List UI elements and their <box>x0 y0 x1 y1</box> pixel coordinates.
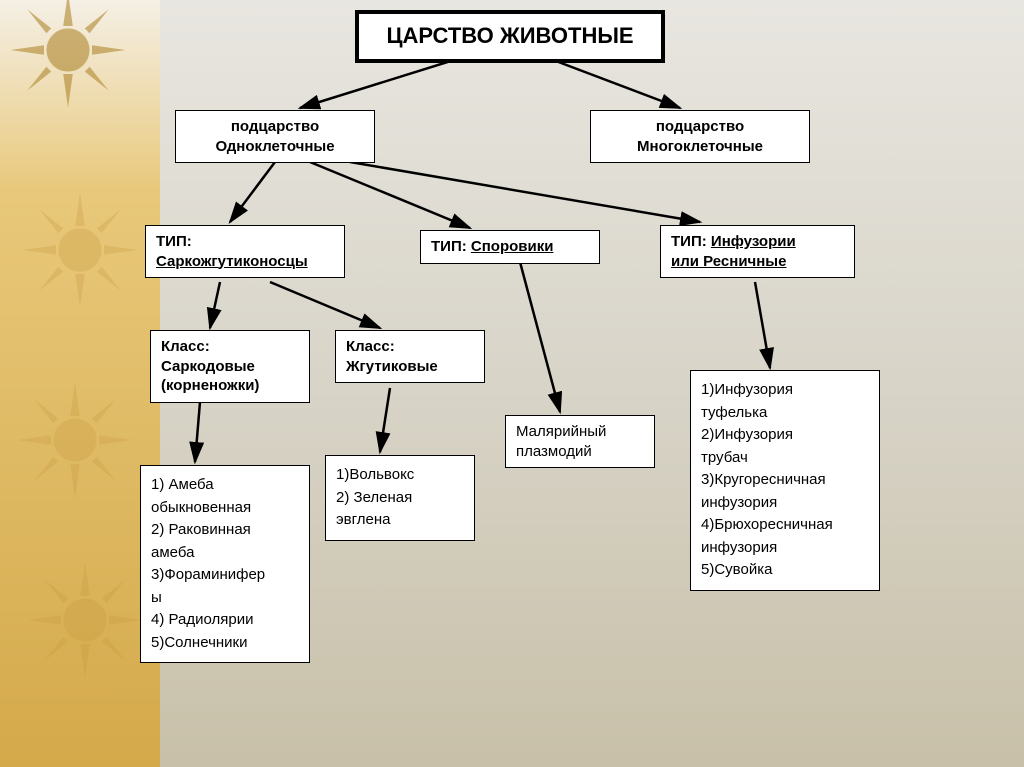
item: 2) Раковинная <box>151 521 251 538</box>
label: Саркодовые <box>161 358 255 375</box>
item: обыкновенная <box>151 499 251 516</box>
type-prefix: ТИП: <box>431 238 467 255</box>
item: ы <box>151 589 162 606</box>
item: инфузория <box>701 494 777 511</box>
item: инфузория <box>701 539 777 556</box>
title-text: ЦАРСТВО ЖИВОТНЫЕ <box>386 23 633 48</box>
type-name: Саркожгутиконосцы <box>156 253 308 270</box>
item: 2)Инфузория <box>701 426 793 443</box>
sun-decoration <box>25 560 145 680</box>
sun-decoration <box>8 0 128 110</box>
list-sarcodovye: 1) Амеба обыкновенная 2) Раковинная амеб… <box>140 465 310 663</box>
label: Многоклеточные <box>637 138 763 155</box>
item: амеба <box>151 544 194 561</box>
type-infuzorii: ТИП: Инфузории или Ресничные <box>660 225 855 278</box>
title-kingdom: ЦАРСТВО ЖИВОТНЫЕ <box>355 10 665 63</box>
subkingdom-unicellular: подцарство Одноклеточные <box>175 110 375 163</box>
subkingdom-multicellular: подцарство Многоклеточные <box>590 110 810 163</box>
item: 4)Брюхоресничная <box>701 516 833 533</box>
type-sarkozhgutikonostsy: ТИП: Саркожгутиконосцы <box>145 225 345 278</box>
item: 3)Фораминифер <box>151 566 265 583</box>
item: 1)Вольвокс <box>336 466 414 483</box>
type-sporoviki: ТИП: Споровики <box>420 230 600 264</box>
class-zhgutikovye: Класс: Жгутиковые <box>335 330 485 383</box>
label: подцарство <box>231 118 319 135</box>
item: 3)Кругоресничная <box>701 471 826 488</box>
item: 4) Радиолярии <box>151 611 253 628</box>
label: Жгутиковые <box>346 358 438 375</box>
item: 1) Амеба <box>151 476 214 493</box>
item: трубач <box>701 449 748 466</box>
example-malaria: Малярийный плазмодий <box>505 415 655 468</box>
type-name: Инфузории <box>711 233 796 250</box>
list-zhgutikovye: 1)Вольвокс 2) Зеленая эвглена <box>325 455 475 541</box>
item: 5)Солнечники <box>151 634 247 651</box>
label: подцарство <box>656 118 744 135</box>
list-infuzorii: 1)Инфузория туфелька 2)Инфузория трубач … <box>690 370 880 591</box>
label: Класс: <box>161 338 210 355</box>
item: 1)Инфузория <box>701 381 793 398</box>
type-name: или Ресничные <box>671 253 786 270</box>
class-sarkodovye: Класс: Саркодовые (корненожки) <box>150 330 310 403</box>
type-name: Споровики <box>471 238 554 255</box>
type-prefix: ТИП: <box>671 233 707 250</box>
item: эвглена <box>336 511 391 528</box>
item: туфелька <box>701 404 767 421</box>
type-prefix: ТИП: <box>156 233 192 250</box>
label: Малярийный <box>516 423 606 440</box>
label: плазмодий <box>516 443 592 460</box>
sun-decoration <box>15 380 135 500</box>
item: 2) Зеленая <box>336 489 412 506</box>
label: Класс: <box>346 338 395 355</box>
item: 5)Сувойка <box>701 561 772 578</box>
label: (корненожки) <box>161 377 259 394</box>
sun-decoration <box>20 190 140 310</box>
label: Одноклеточные <box>215 138 334 155</box>
